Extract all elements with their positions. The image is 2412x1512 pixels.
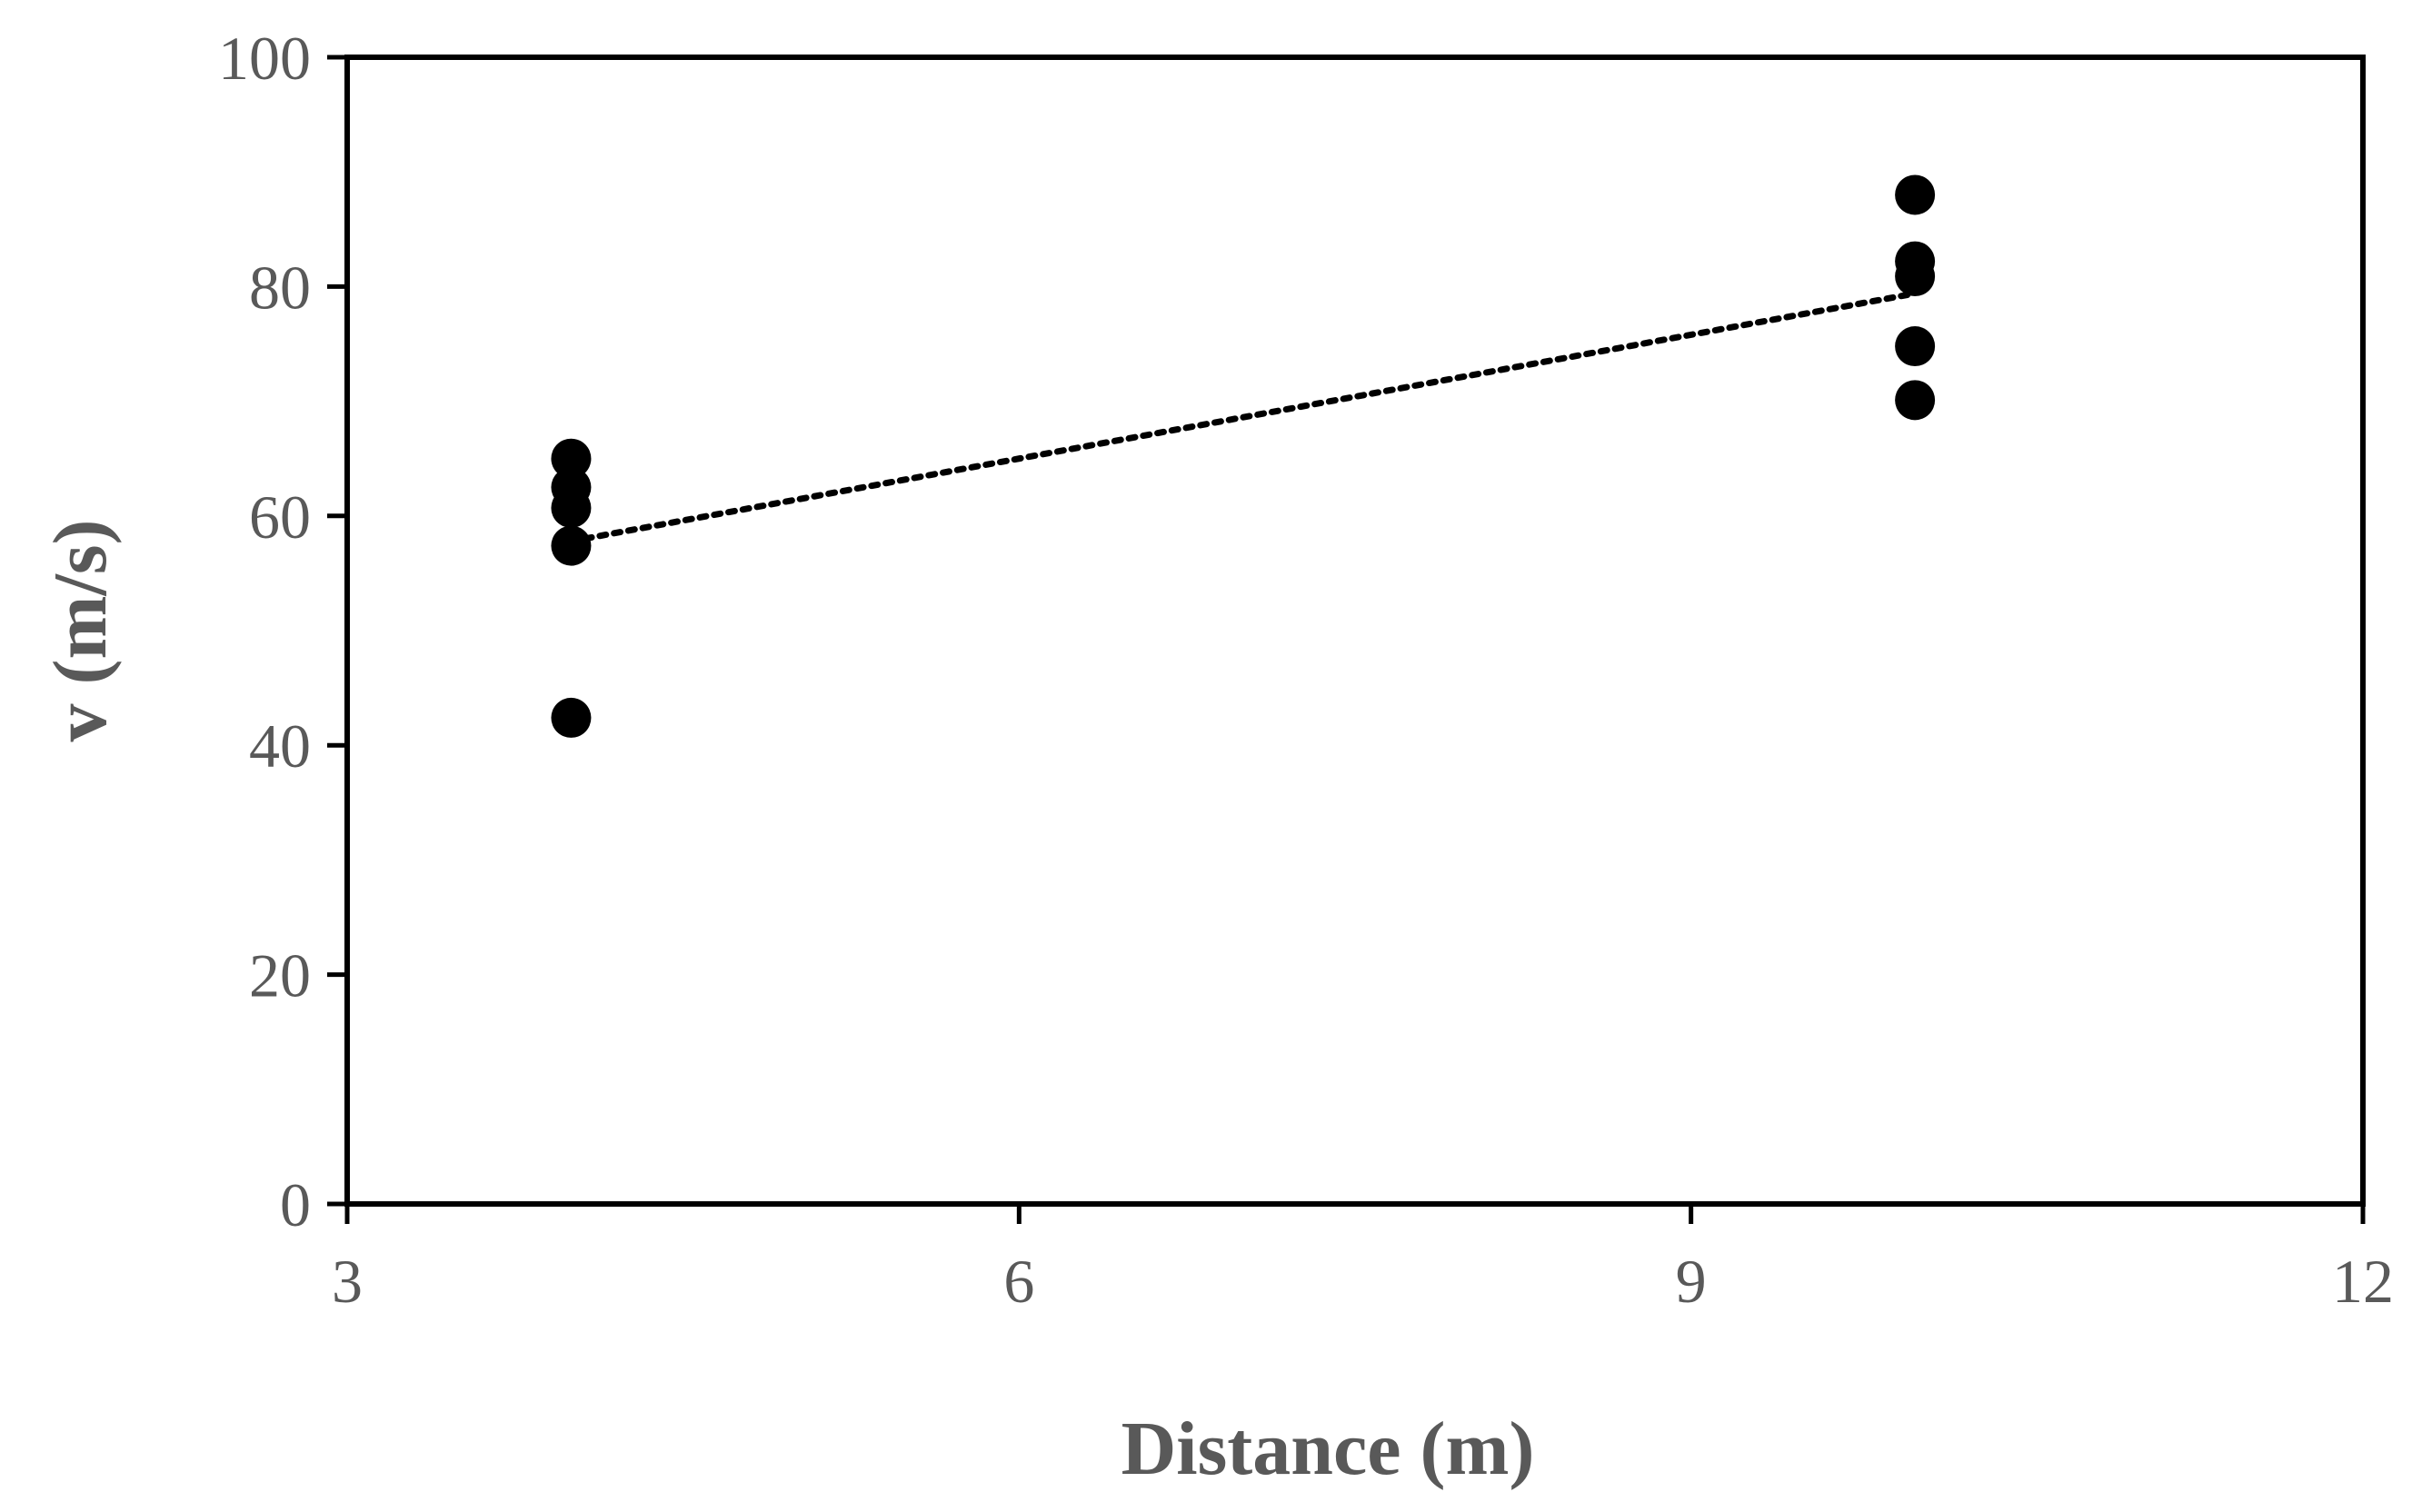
- data-point: [551, 525, 592, 566]
- data-points: [551, 174, 1936, 738]
- x-tick-label: 9: [1676, 1247, 1707, 1316]
- trendline: [567, 290, 1919, 545]
- y-axis-ticks: 0 20 40 60 80 100: [218, 24, 347, 1239]
- plot-area: [344, 55, 2366, 1207]
- x-tick-label: 3: [332, 1247, 363, 1316]
- data-point: [1895, 326, 1936, 367]
- data-point: [551, 487, 592, 528]
- data-point: [1895, 256, 1936, 297]
- x-tick-label: 6: [1003, 1247, 1034, 1316]
- y-tick-label: 100: [218, 24, 311, 93]
- x-tick-label: 12: [2332, 1247, 2394, 1316]
- trendline-group: [567, 290, 1919, 545]
- data-point: [551, 438, 592, 479]
- x-axis-title: Distance (m): [1121, 1407, 1535, 1491]
- y-tick-label: 80: [249, 253, 311, 322]
- data-point: [1895, 174, 1936, 215]
- y-axis-title: v (m/s): [38, 520, 123, 742]
- y-tick-label: 40: [249, 711, 311, 781]
- data-point: [551, 697, 592, 738]
- y-tick-label: 20: [249, 941, 311, 1010]
- y-tick-label: 0: [280, 1170, 311, 1239]
- y-tick-label: 60: [249, 482, 311, 552]
- x-axis-ticks: 3 6 9 12: [332, 1204, 2394, 1316]
- data-point: [1895, 380, 1936, 421]
